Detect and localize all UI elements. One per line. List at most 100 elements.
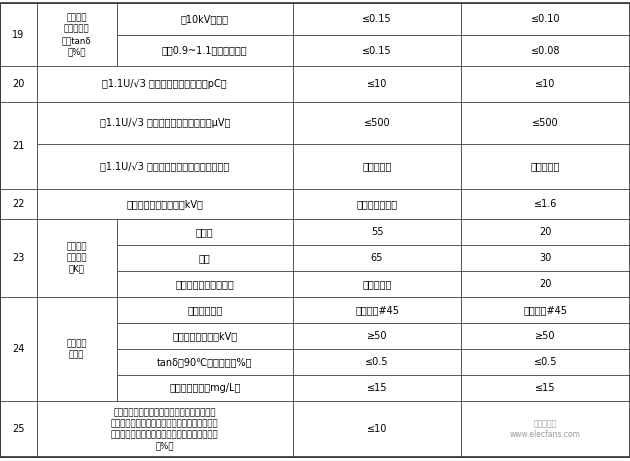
Bar [461,245,630,271]
Bar [293,102,461,144]
Text: （投标人填写）: （投标人填写） [357,199,398,209]
Text: 19: 19 [12,30,25,40]
Bar [0,102,37,189]
Text: 25: 25 [12,425,25,434]
Bar [117,35,293,66]
Bar [461,189,630,219]
Text: ≤15: ≤15 [536,384,556,393]
Text: 含水量不大于（mg/L）: 含水量不大于（mg/L） [169,384,241,393]
Text: 克拉玛依#45: 克拉玛依#45 [355,305,399,315]
Bar [117,349,293,375]
Text: 65: 65 [371,253,383,263]
Bar [117,219,293,245]
Bar [37,102,293,144]
Text: ≤15: ≤15 [367,384,387,393]
Text: 55: 55 [371,227,383,237]
Bar [293,296,461,323]
Bar [461,102,630,144]
Bar [461,402,630,457]
Bar [37,189,293,219]
Bar [293,323,461,349]
Bar [293,219,461,245]
Text: 在1.1U/√3 电压下局部放电水平（pC）: 在1.1U/√3 电压下局部放电水平（pC） [103,79,227,89]
Bar [293,144,461,189]
Bar [117,375,293,402]
Bar [293,3,461,35]
Bar [461,349,630,375]
Text: ≤500: ≤500 [364,118,391,128]
Text: 20: 20 [539,227,552,237]
Bar [0,66,37,102]
Bar [117,323,293,349]
Text: 电子发烧友
www.elecfans.com: 电子发烧友 www.elecfans.com [510,420,581,439]
Text: ≤0.5: ≤0.5 [534,357,558,367]
Text: ≤0.08: ≤0.08 [531,46,560,56]
Text: 无可见电晕: 无可见电晕 [362,162,392,171]
Text: 瞬变响应：在额定电压下互感器的高压端子对
接地端子发生短路后，二次输出电压应在额定频
率的一个周期内衰减到短路前电压峰值的百分数
（%）: 瞬变响应：在额定电压下互感器的高压端子对 接地端子发生短路后，二次输出电压应在额… [111,408,219,450]
Bar [461,296,630,323]
Text: ≤0.15: ≤0.15 [362,46,392,56]
Text: 电磁单元
温升限值
（K）: 电磁单元 温升限值 （K） [66,242,87,273]
Text: 击穿电压不小于（kV）: 击穿电压不小于（kV） [172,331,238,341]
Text: 顶层油: 顶层油 [196,227,214,237]
Bar [293,271,461,296]
Text: 30: 30 [539,253,552,263]
Text: ≥50: ≥50 [536,331,556,341]
Text: 电容分压
器介质损耗
因数tanδ
（%）: 电容分压 器介质损耗 因数tanδ （%） [62,14,91,56]
Text: tanδ（90℃）不大于（%）: tanδ（90℃）不大于（%） [157,357,253,367]
Bar [293,189,461,219]
Text: ≤0.10: ≤0.10 [531,14,560,24]
Bar [37,296,117,402]
Bar [37,144,293,189]
Text: ≤10: ≤10 [367,79,387,89]
Text: 20: 20 [539,279,552,289]
Bar [293,349,461,375]
Bar [293,375,461,402]
Text: ≤1.6: ≤1.6 [534,199,558,209]
Text: 传递过电压峰值限值（kV）: 传递过电压峰值限值（kV） [126,199,203,209]
Text: ≤500: ≤500 [532,118,559,128]
Bar [293,402,461,457]
Bar [293,66,461,102]
Text: 变压器油标号: 变压器油标号 [187,305,222,315]
Bar [461,219,630,245]
Text: 电磁单元
绝缘油: 电磁单元 绝缘油 [66,339,87,359]
Text: 23: 23 [12,253,25,263]
Bar [37,66,293,102]
Bar [37,219,117,296]
Text: 在1.1U/√3 电压下户外晴天夜晚无可见电晕: 在1.1U/√3 电压下户外晴天夜晚无可见电晕 [100,162,229,171]
Text: 投标人提供: 投标人提供 [362,279,392,289]
Bar [0,189,37,219]
Text: 在1.1U/√3 电压下无线电干扰电压（μV）: 在1.1U/√3 电压下无线电干扰电压（μV） [100,118,230,128]
Text: ≤0.5: ≤0.5 [365,357,389,367]
Bar [0,219,37,296]
Text: 在10kV电压下: 在10kV电压下 [181,14,229,24]
Bar [37,402,293,457]
Text: 绕组: 绕组 [199,253,210,263]
Bar [293,35,461,66]
Text: 24: 24 [12,344,25,354]
Text: ≤10: ≤10 [536,79,556,89]
Bar [461,144,630,189]
Bar [461,35,630,66]
Bar [0,296,37,402]
Bar [293,245,461,271]
Text: 在（0.9~1.1）额定电压下: 在（0.9~1.1）额定电压下 [162,46,248,56]
Bar [117,271,293,296]
Text: ≤0.15: ≤0.15 [362,14,392,24]
Text: 克拉玛依#45: 克拉玛依#45 [524,305,568,315]
Text: ≥50: ≥50 [367,331,387,341]
Text: 无可见电晕: 无可见电晕 [531,162,560,171]
Bar [0,402,37,457]
Text: 铁心及其他金属件表面: 铁心及其他金属件表面 [175,279,234,289]
Bar [117,296,293,323]
Bar [117,245,293,271]
Text: 21: 21 [12,141,25,151]
Bar [0,3,37,66]
Bar [461,3,630,35]
Bar [461,375,630,402]
Bar [461,271,630,296]
Text: 22: 22 [12,199,25,209]
Bar [461,323,630,349]
Bar [117,3,293,35]
